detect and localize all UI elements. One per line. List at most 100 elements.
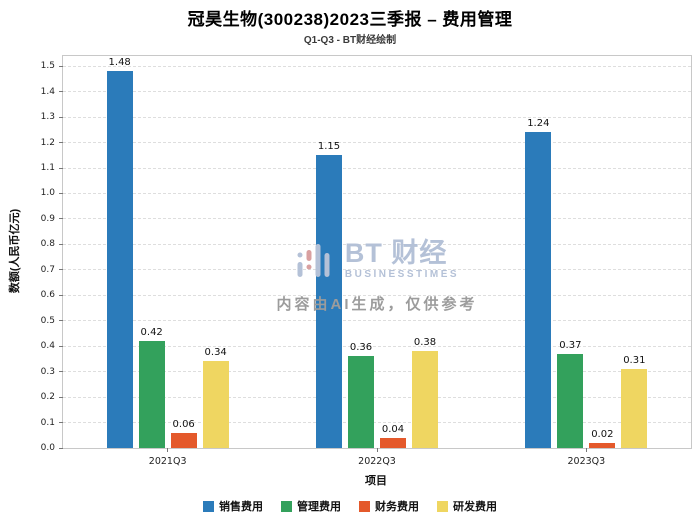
gridline (63, 422, 691, 424)
gridline (63, 396, 691, 398)
y-tick-label: 0.5 (40, 315, 55, 326)
y-axis-label: 数额(人民币亿元) (9, 208, 21, 294)
y-tick-mark (59, 422, 63, 424)
y-tick-mark (59, 218, 63, 220)
bar-value-label: 0.04 (381, 423, 405, 435)
watermark-ai-notice: 内容由AI生成，仅供参考 (276, 296, 478, 314)
gridline (63, 142, 691, 144)
y-tick-label: 1.1 (40, 163, 55, 173)
y-tick-mark (59, 243, 63, 245)
y-tick-mark (59, 91, 63, 93)
legend-item: 财务费用 (359, 498, 419, 514)
bar (621, 369, 648, 448)
y-tick-mark (59, 396, 63, 398)
y-tick-label: 0.2 (40, 392, 55, 403)
x-tick-label: 2022Q3 (358, 456, 396, 467)
chart-subtitle: Q1-Q3 - BT财经绘制 (303, 35, 397, 46)
y-tick-mark (59, 116, 63, 118)
bar (348, 356, 374, 448)
gridline (63, 243, 691, 245)
bar (202, 361, 229, 448)
bar-value-label: 0.31 (623, 355, 646, 367)
y-tick-mark (59, 167, 63, 169)
y-tick-mark (59, 65, 63, 67)
legend-swatch (359, 500, 370, 512)
legend-label: 管理费用 (297, 501, 341, 513)
y-tick-mark (59, 371, 63, 373)
bar (525, 132, 552, 448)
watermark: BT 财经 BUSINESSTIMES 内容由AI生成，仅供参考 (276, 239, 477, 314)
bar (316, 155, 342, 448)
gridline (63, 371, 691, 373)
y-tick-label: 0.0 (40, 443, 55, 453)
gridline (63, 269, 691, 271)
legend-swatch (437, 500, 448, 512)
gridline (63, 345, 691, 347)
gridline (63, 116, 691, 118)
watermark-brand-subtitle: BUSINESSTIMES (344, 269, 460, 281)
gridline (63, 167, 691, 169)
chart-title: 冠昊生物(300238)2023三季报 – 费用管理 (187, 10, 513, 29)
bar (412, 351, 438, 448)
y-tick-label: 1.0 (40, 188, 55, 199)
y-tick-label: 1.4 (40, 86, 55, 97)
y-tick-mark (59, 345, 63, 347)
gridline (63, 294, 691, 296)
bar-value-label: 0.37 (559, 339, 582, 351)
bar-value-label: 0.38 (413, 337, 437, 349)
bar (380, 437, 406, 448)
legend-swatch (281, 500, 292, 512)
bar-value-label: 0.06 (172, 418, 195, 430)
bar-value-label: 1.48 (108, 57, 131, 69)
bar (589, 442, 616, 448)
y-tick-label: 1.5 (40, 61, 55, 72)
legend-swatch (203, 500, 214, 512)
plot-area: BT 财经 BUSINESSTIMES 内容由AI生成，仅供参考 0.0 0.1 0… (41, 55, 692, 467)
bar-value-label: 1.15 (317, 141, 341, 153)
x-tick-mark (167, 448, 169, 452)
y-tick-label: 0.7 (40, 264, 55, 275)
y-tick-mark (59, 294, 63, 296)
y-tick-mark (59, 269, 63, 271)
legend: 销售费用 管理费用 财务费用 研发费用 (0, 498, 700, 514)
legend-item: 管理费用 (281, 498, 341, 514)
gridline (63, 218, 691, 220)
watermark-text: BT 财经 BUSINESSTIMES (344, 239, 460, 281)
legend-label: 财务费用 (375, 501, 419, 513)
y-tick-label: 0.3 (40, 366, 55, 377)
x-axis-label: 项目 (365, 475, 387, 487)
y-tick-mark (59, 192, 63, 194)
bar (138, 341, 165, 448)
legend-label: 销售费用 (219, 501, 263, 513)
y-tick-label: 1.2 (40, 137, 55, 148)
bar-value-label: 1.24 (527, 118, 550, 130)
legend-item: 研发费用 (437, 498, 497, 514)
bar (106, 71, 133, 448)
y-tick-mark (59, 142, 63, 144)
y-tick-label: 1.3 (40, 112, 55, 123)
y-tick-label: 0.8 (40, 239, 55, 250)
y-tick-label: 0.9 (40, 213, 55, 224)
y-tick-mark (59, 447, 63, 449)
bar-value-label: 0.02 (591, 428, 614, 440)
bar (170, 432, 197, 448)
bar-value-label: 0.42 (140, 327, 163, 339)
y-tick-label: 0.6 (40, 290, 55, 301)
gridline (63, 91, 691, 93)
legend-label: 研发费用 (453, 501, 497, 513)
x-tick-label: 2023Q3 (567, 456, 606, 467)
y-tick-label: 0.1 (40, 417, 55, 428)
gridline (63, 65, 691, 67)
gridline (63, 320, 691, 322)
gridline (63, 192, 691, 194)
bar-value-label: 0.36 (349, 342, 373, 354)
bar-value-label: 0.34 (204, 347, 227, 359)
y-tick-mark (59, 320, 63, 322)
bar (557, 353, 584, 448)
x-tick-label: 2021Q3 (148, 456, 187, 467)
x-tick-mark (585, 448, 587, 452)
legend-item: 销售费用 (203, 498, 263, 514)
y-tick-label: 0.4 (40, 341, 55, 352)
x-tick-mark (376, 448, 378, 452)
